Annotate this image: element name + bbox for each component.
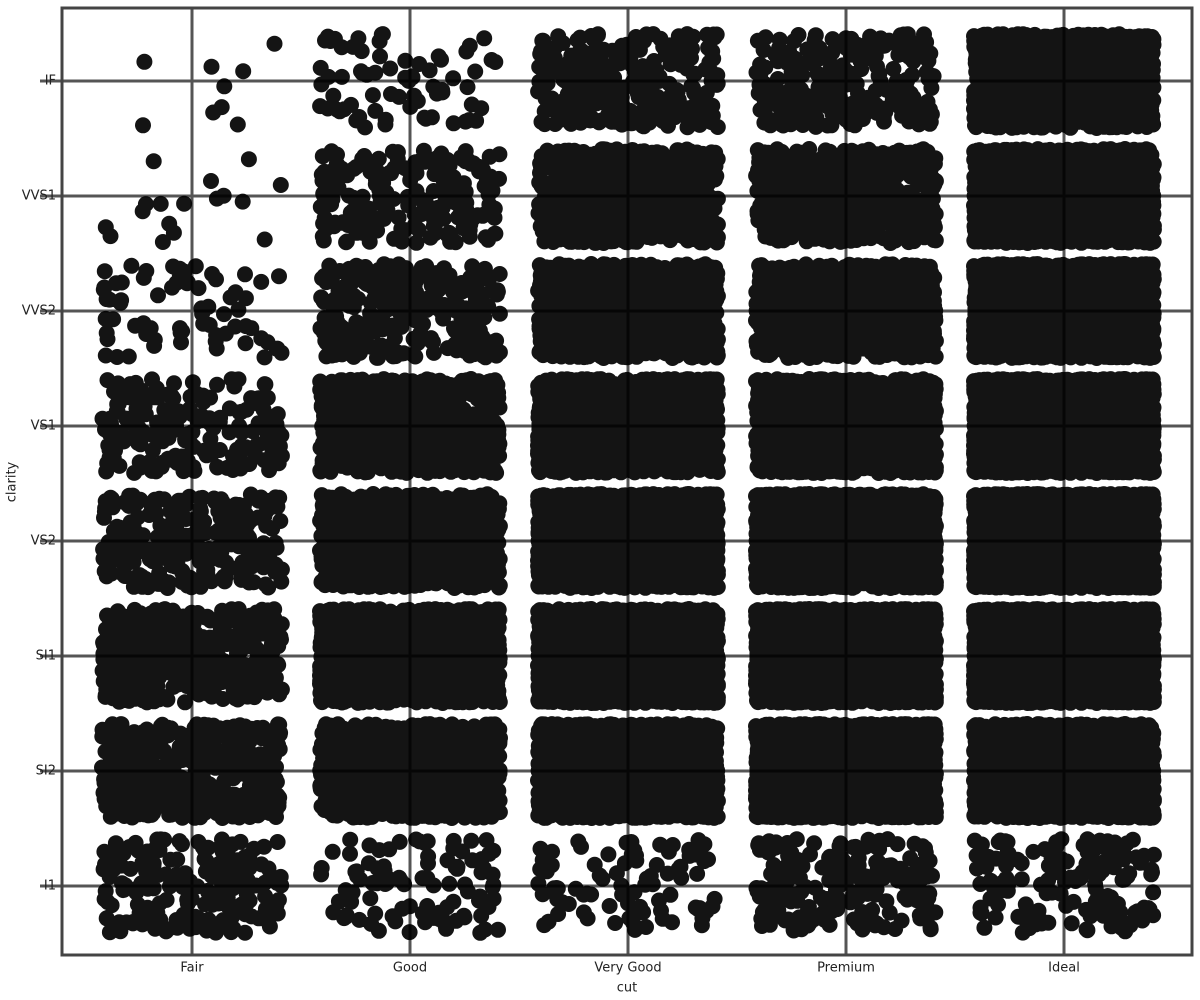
- point-cluster: [530, 26, 726, 135]
- point-cluster: [530, 371, 726, 481]
- point-cluster: [95, 487, 290, 597]
- point-cluster: [312, 486, 508, 596]
- x-tick-label: Ideal: [1048, 961, 1080, 976]
- point-cluster: [530, 716, 726, 826]
- point-cluster: [748, 141, 944, 251]
- point-cluster: [966, 371, 1162, 481]
- point-cluster: [530, 601, 726, 711]
- y-tick-label: I1: [44, 879, 56, 894]
- point-cluster: [531, 141, 726, 251]
- y-tick-label: VVS2: [22, 304, 56, 319]
- x-tick-label: Premium: [817, 961, 875, 976]
- point-cluster: [966, 256, 1162, 366]
- point-cluster: [94, 716, 288, 826]
- point-cluster: [95, 601, 290, 710]
- point-cluster: [966, 26, 1162, 136]
- point-cluster: [530, 256, 726, 366]
- point-cluster: [748, 716, 944, 826]
- point-cluster: [530, 486, 726, 596]
- point-cluster: [966, 601, 1162, 711]
- point-cluster: [313, 256, 508, 366]
- y-tick-label: SI1: [36, 649, 56, 664]
- y-axis-title: clarity: [5, 461, 20, 502]
- y-tick-label: SI2: [36, 764, 56, 779]
- point-cluster: [748, 486, 944, 596]
- x-tick-label: Fair: [180, 961, 204, 976]
- x-tick-label: Very Good: [594, 961, 661, 976]
- point-cluster: [95, 371, 290, 481]
- point-cluster: [749, 26, 942, 135]
- x-tick-label: Good: [393, 961, 427, 976]
- y-tick-label: VS2: [31, 534, 56, 549]
- x-axis-title: cut: [617, 981, 637, 996]
- point-cluster: [312, 716, 508, 826]
- point-cluster: [748, 601, 944, 711]
- y-tick-label: VS1: [31, 419, 56, 434]
- y-tick-label: VVS1: [22, 189, 56, 204]
- point-cluster: [966, 716, 1162, 826]
- point-cluster: [312, 601, 508, 711]
- point-cluster: [748, 256, 944, 366]
- point-cluster: [748, 371, 944, 481]
- y-tick-label: IF: [45, 74, 56, 89]
- point-cluster: [966, 486, 1162, 596]
- point-cluster: [966, 141, 1162, 251]
- point-cluster: [312, 371, 507, 481]
